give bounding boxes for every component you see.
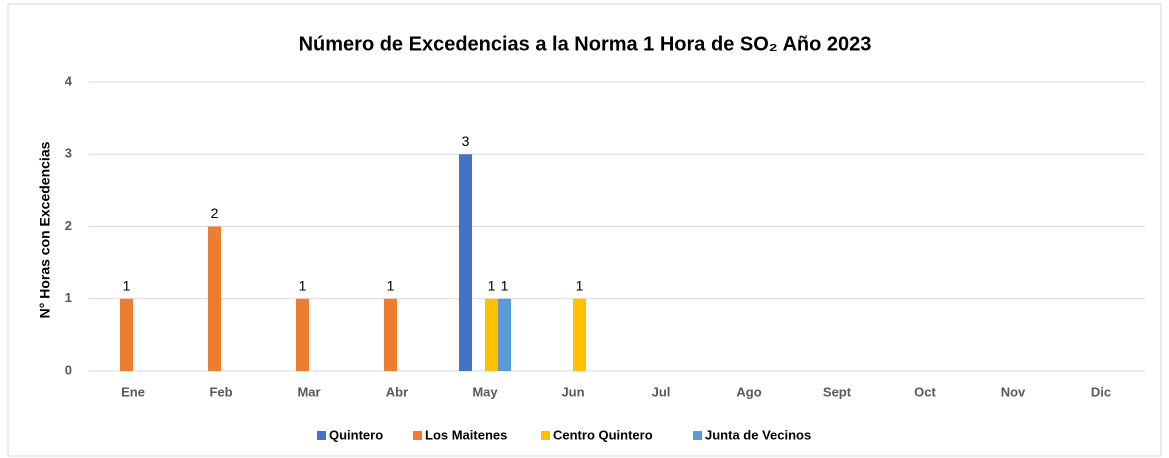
x-tick-label: Nov: [1001, 384, 1026, 399]
bar: [208, 226, 221, 371]
data-label: 2: [211, 205, 219, 221]
legend-swatch: [413, 431, 422, 440]
legend-swatch: [317, 431, 326, 440]
chart-border: [7, 3, 1162, 457]
x-tick-label: Ene: [121, 384, 145, 399]
legend-label: Los Maitenes: [425, 427, 507, 442]
x-tick-label: Sept: [823, 384, 852, 399]
y-tick-label: 4: [65, 73, 73, 88]
x-tick-label: Jun: [561, 384, 584, 399]
y-tick-label: 2: [65, 218, 72, 233]
y-tick-label: 1: [65, 290, 72, 305]
x-tick-label: Ago: [736, 384, 761, 399]
chart-title: Número de Excedencias a la Norma 1 Hora …: [299, 33, 872, 55]
legend-swatch: [693, 431, 702, 440]
x-tick-label: Jul: [652, 384, 671, 399]
y-axis-label: N° Horas con Excedencias: [37, 141, 53, 318]
data-label: 1: [501, 277, 509, 293]
x-tick-label: Abr: [386, 384, 408, 399]
legend-label: Quintero: [329, 427, 383, 442]
data-label: 1: [123, 277, 131, 293]
bar: [459, 154, 472, 371]
bar: [120, 298, 133, 371]
y-tick-label: 3: [65, 146, 72, 161]
bar: [296, 298, 309, 371]
bar: [498, 298, 511, 371]
bar: [384, 298, 397, 371]
data-label: 1: [387, 277, 395, 293]
legend-label: Junta de Vecinos: [705, 427, 811, 442]
bar: [573, 298, 586, 371]
x-tick-label: Oct: [914, 384, 936, 399]
y-tick-label: 0: [65, 362, 72, 377]
bar: [485, 298, 498, 371]
legend-label: Centro Quintero: [553, 427, 653, 442]
legend-swatch: [541, 431, 550, 440]
x-tick-label: Dic: [1091, 384, 1111, 399]
data-label: 1: [299, 277, 307, 293]
data-label: 3: [462, 133, 470, 149]
x-tick-label: Mar: [297, 384, 320, 399]
x-tick-label: May: [472, 384, 498, 399]
x-tick-label: Feb: [209, 384, 232, 399]
data-label: 1: [488, 277, 496, 293]
data-label: 1: [576, 277, 584, 293]
